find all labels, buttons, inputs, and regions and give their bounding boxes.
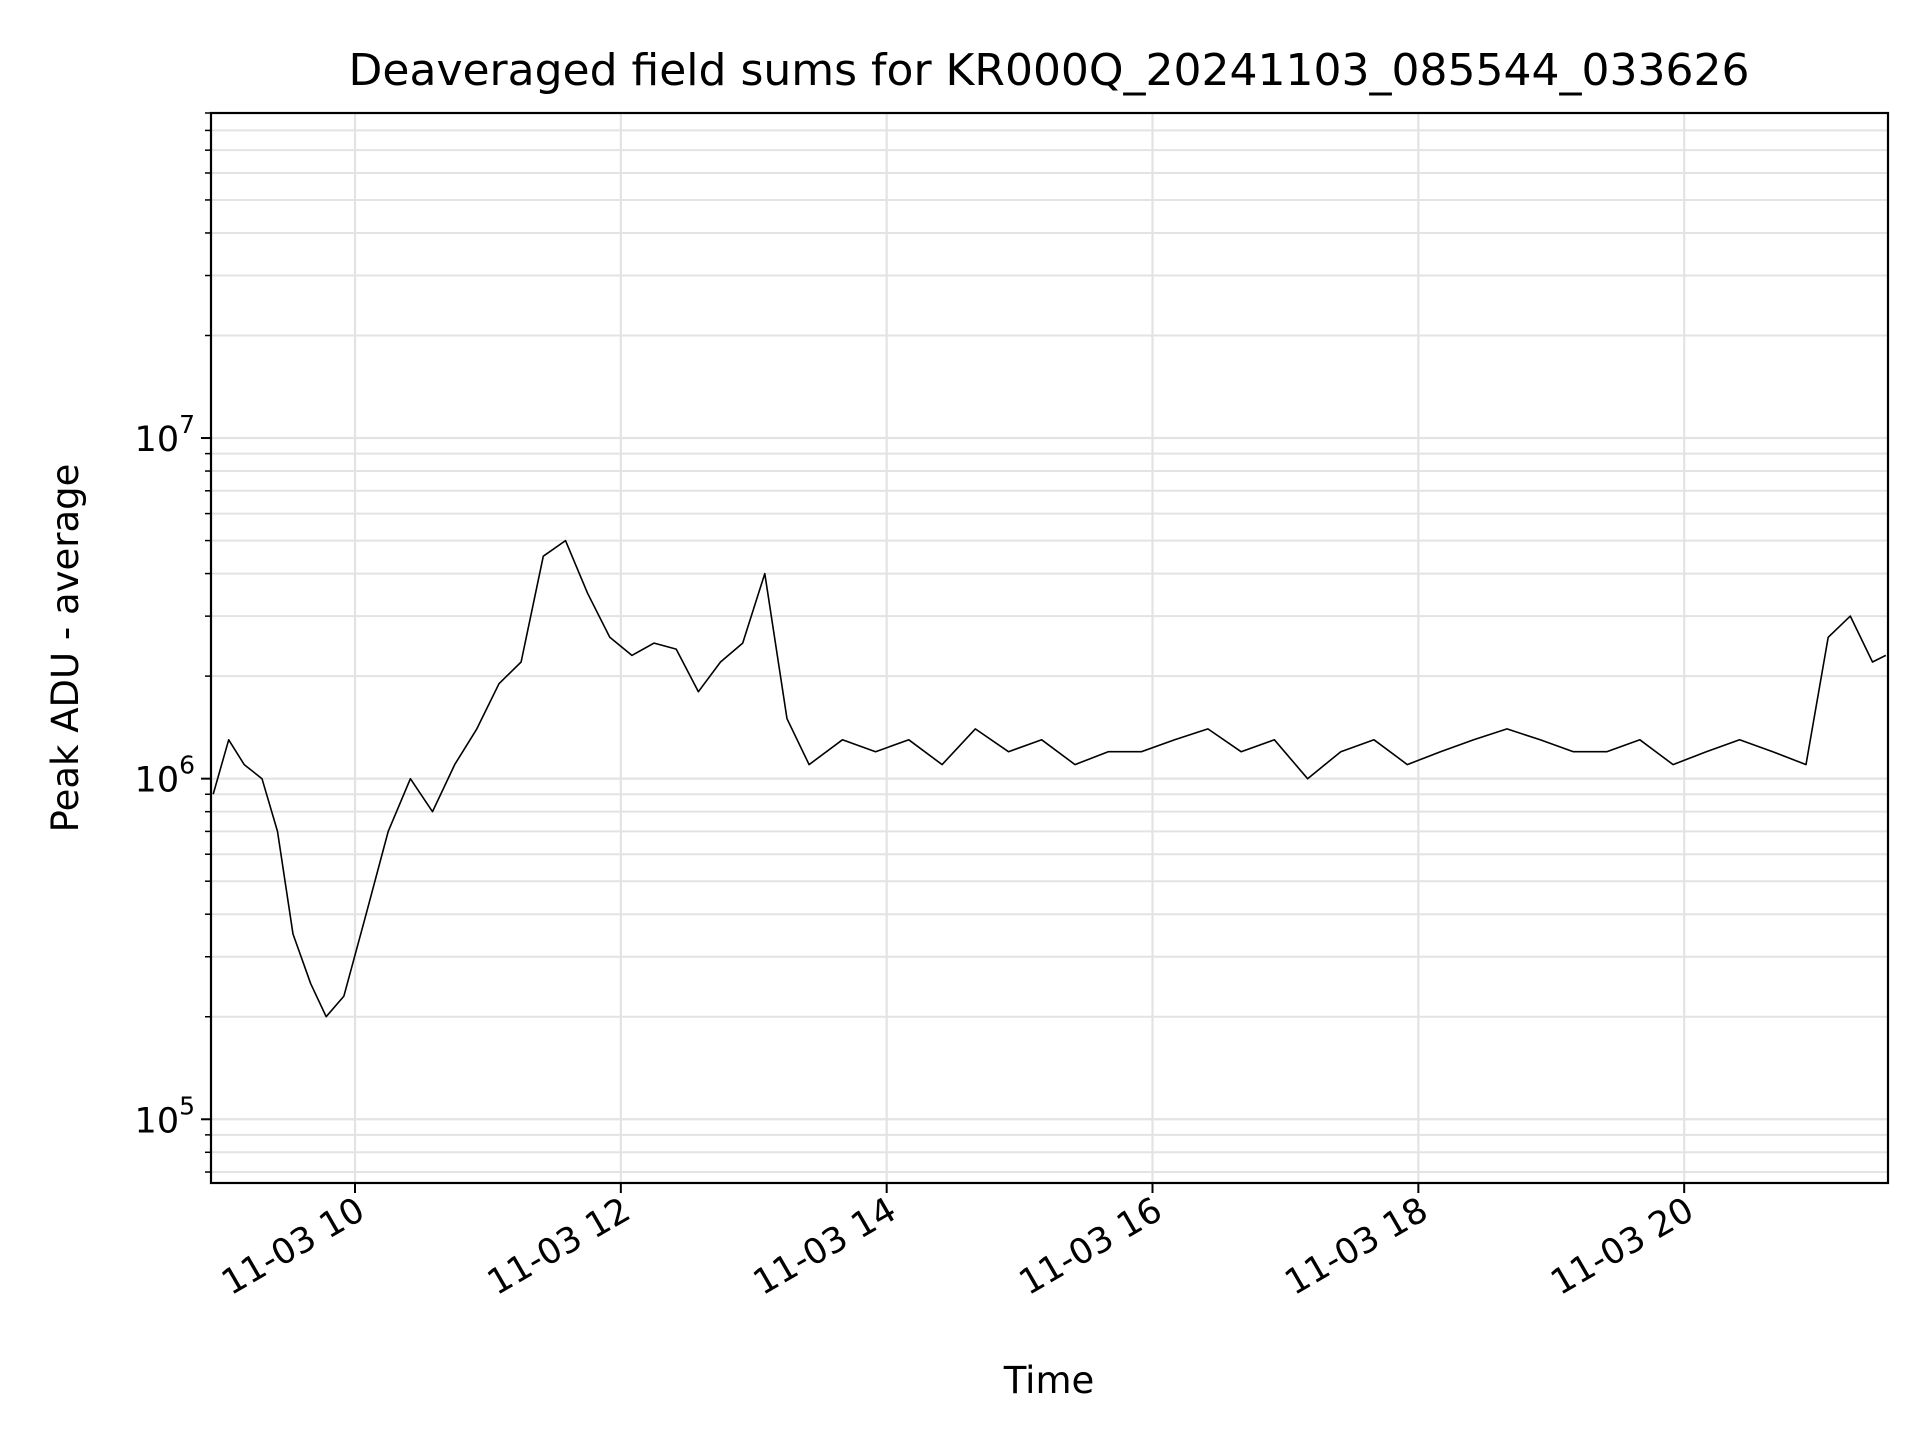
- y-tick-label-exponent: 5: [179, 1091, 195, 1120]
- y-tick-label: 107: [135, 410, 195, 460]
- plot-frame: [209, 111, 1890, 1185]
- chart-title: Deaveraged field sums for KR000Q_2024110…: [349, 45, 1750, 96]
- y-tick-label-exponent: 6: [179, 751, 195, 780]
- series-line: [212, 539, 1887, 1018]
- y-tick-label-base: 10: [135, 1101, 180, 1141]
- y-axis-label: Peak ADU - average: [44, 464, 87, 833]
- y-tick-label: 105: [135, 1091, 195, 1141]
- y-tick-label-base: 10: [135, 761, 180, 801]
- grid: [211, 112, 1888, 1183]
- series-layer: [212, 539, 1887, 1018]
- y-tick-label: 106: [135, 751, 195, 801]
- x-axis-label: Time: [1003, 1359, 1095, 1402]
- y-tick-label-base: 10: [135, 420, 180, 460]
- y-tick-label-exponent: 7: [179, 410, 195, 439]
